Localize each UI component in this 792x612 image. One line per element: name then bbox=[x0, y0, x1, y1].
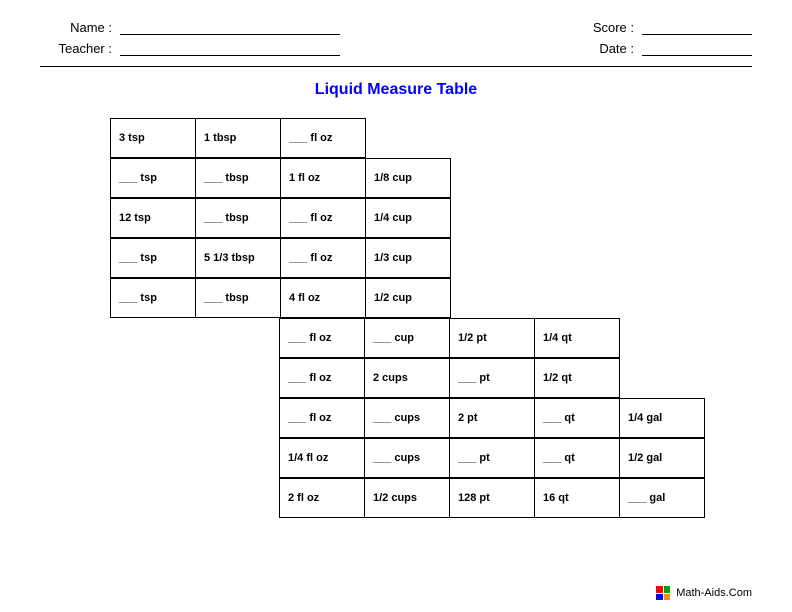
table-row: 1/4 fl oz___ cups___ pt___ qt1/2 gal bbox=[110, 439, 752, 479]
table-row: ___ tsp5 1/3 tbsp___ fl oz1/3 cup bbox=[110, 239, 752, 279]
table-cell: ___ tsp bbox=[110, 238, 196, 278]
table-row: ___ fl oz2 cups___ pt1/2 qt bbox=[110, 359, 752, 399]
table-cell: 1/4 qt bbox=[534, 318, 620, 358]
table-cell: 1 fl oz bbox=[280, 158, 366, 198]
table-cell: ___ fl oz bbox=[280, 198, 366, 238]
teacher-label: Teacher : bbox=[40, 41, 120, 56]
table-cell: ___ qt bbox=[534, 398, 620, 438]
table-row: ___ tsp___ tbsp4 fl oz1/2 cup bbox=[110, 279, 752, 319]
table-cell: ___ fl oz bbox=[280, 118, 366, 158]
table-cell: 1 tbsp bbox=[195, 118, 281, 158]
name-label: Name : bbox=[40, 20, 120, 35]
table-cell: 5 1/3 tbsp bbox=[195, 238, 281, 278]
table-cell: 1/4 gal bbox=[619, 398, 705, 438]
footer-site: Math-Aids.Com bbox=[676, 587, 752, 599]
table-cell: 1/8 cup bbox=[365, 158, 451, 198]
table-row: 3 tsp1 tbsp___ fl oz bbox=[110, 119, 752, 159]
table-cell: 1/2 gal bbox=[619, 438, 705, 478]
table-cell: 1/4 cup bbox=[365, 198, 451, 238]
teacher-field: Teacher : bbox=[40, 41, 340, 56]
table-cell: ___ fl oz bbox=[280, 238, 366, 278]
table-cell: ___ cups bbox=[364, 438, 450, 478]
table-cell: 4 fl oz bbox=[280, 278, 366, 318]
table-cell: 2 fl oz bbox=[279, 478, 365, 518]
table-cell: 1/2 cups bbox=[364, 478, 450, 518]
date-field: Date : bbox=[582, 41, 752, 56]
table-cell: ___ gal bbox=[619, 478, 705, 518]
name-field: Name : bbox=[40, 20, 340, 35]
score-blank[interactable] bbox=[642, 34, 752, 35]
measure-table: 3 tsp1 tbsp___ fl oz___ tsp___ tbsp1 fl … bbox=[110, 119, 752, 519]
logo-icon bbox=[656, 586, 670, 600]
table-cell: ___ cups bbox=[364, 398, 450, 438]
table-cell: 1/2 cup bbox=[365, 278, 451, 318]
teacher-blank[interactable] bbox=[120, 55, 340, 56]
score-field: Score : bbox=[582, 20, 752, 35]
footer: Math-Aids.Com bbox=[656, 586, 752, 600]
table-cell: ___ tbsp bbox=[195, 158, 281, 198]
table-cell: ___ tsp bbox=[110, 278, 196, 318]
table-cell: 1/2 pt bbox=[449, 318, 535, 358]
table-cell: ___ pt bbox=[449, 358, 535, 398]
table-cell: 16 qt bbox=[534, 478, 620, 518]
table-row: 2 fl oz1/2 cups128 pt16 qt___ gal bbox=[110, 479, 752, 519]
table-cell: 1/4 fl oz bbox=[279, 438, 365, 478]
date-label: Date : bbox=[582, 41, 642, 56]
table-cell: 12 tsp bbox=[110, 198, 196, 238]
table-cell: ___ tsp bbox=[110, 158, 196, 198]
table-cell: ___ tbsp bbox=[195, 278, 281, 318]
score-label: Score : bbox=[582, 20, 642, 35]
table-cell: 1/3 cup bbox=[365, 238, 451, 278]
table-cell: ___ tbsp bbox=[195, 198, 281, 238]
table-cell: 1/2 qt bbox=[534, 358, 620, 398]
table-row: 12 tsp___ tbsp___ fl oz1/4 cup bbox=[110, 199, 752, 239]
table-cell: ___ pt bbox=[449, 438, 535, 478]
table-cell: ___ fl oz bbox=[279, 398, 365, 438]
name-blank[interactable] bbox=[120, 34, 340, 35]
date-blank[interactable] bbox=[642, 55, 752, 56]
table-cell: ___ fl oz bbox=[279, 358, 365, 398]
header-divider bbox=[40, 66, 752, 67]
table-cell: ___ fl oz bbox=[279, 318, 365, 358]
table-cell: 128 pt bbox=[449, 478, 535, 518]
table-cell: 2 pt bbox=[449, 398, 535, 438]
table-cell: 2 cups bbox=[364, 358, 450, 398]
table-cell: 3 tsp bbox=[110, 118, 196, 158]
table-row: ___ tsp___ tbsp1 fl oz1/8 cup bbox=[110, 159, 752, 199]
table-row: ___ fl oz___ cup1/2 pt1/4 qt bbox=[110, 319, 752, 359]
table-row: ___ fl oz___ cups2 pt___ qt1/4 gal bbox=[110, 399, 752, 439]
page-title: Liquid Measure Table bbox=[40, 81, 752, 99]
table-cell: ___ qt bbox=[534, 438, 620, 478]
table-cell: ___ cup bbox=[364, 318, 450, 358]
